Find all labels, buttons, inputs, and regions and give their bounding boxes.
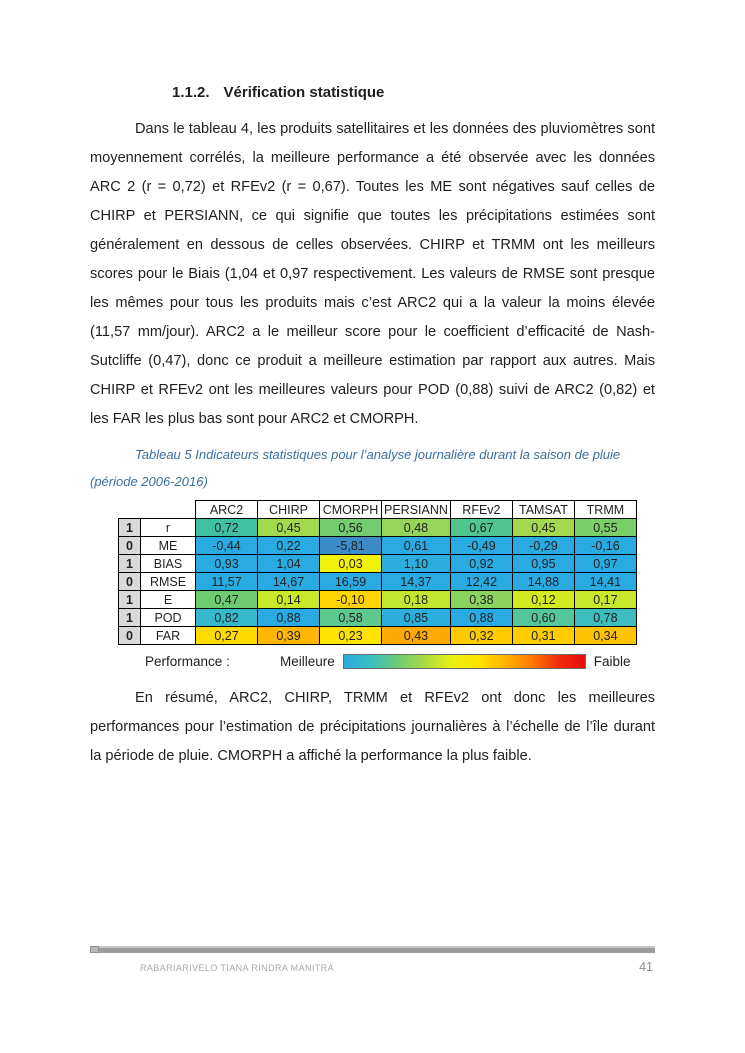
performance-gradient-bar [342, 654, 586, 669]
table-cell: 0,60 [511, 608, 575, 627]
table-row-e: 1 E 0,47 0,14 -0,10 0,18 0,38 0,12 0,17 [118, 590, 637, 609]
direction-flag: 0 [118, 626, 141, 645]
table-cell: 0,14 [257, 590, 320, 609]
column-header-persiann: PERSIANN [381, 500, 451, 519]
page-content: 1.1.2. Vérification statistique Dans le t… [90, 84, 655, 771]
page-footer: RABARIARIVELO TIANA RINDRA MANITRA 41 [90, 960, 655, 974]
table-cell: 0,67 [449, 518, 513, 537]
table-cell: 1,10 [381, 554, 451, 573]
table-cell: 0,17 [573, 590, 637, 609]
table-cell: 11,57 [195, 572, 258, 591]
table-cell: 0,18 [381, 590, 451, 609]
column-header-chirp: CHIRP [257, 500, 320, 519]
table-cell: 16,59 [319, 572, 382, 591]
header-spacer [119, 501, 141, 519]
footer-divider-bar [90, 946, 655, 953]
table-cell: 0,92 [449, 554, 513, 573]
table-cell: 0,97 [573, 554, 637, 573]
table-cell: 0,56 [319, 518, 382, 537]
table-cell: 0,95 [511, 554, 575, 573]
table-cell: 0,58 [319, 608, 382, 627]
direction-flag: 1 [118, 608, 141, 627]
table-cell: 0,12 [511, 590, 575, 609]
paragraph-1: Dans le tableau 4, les produits satellit… [90, 121, 655, 427]
column-header-tamsat: TAMSAT [511, 500, 575, 519]
table-cell: 0,27 [195, 626, 258, 645]
table-header-row: ARC2 CHIRP CMORPH PERSIANN RFEv2 TAMSAT … [119, 500, 637, 519]
table-cell: 14,88 [511, 572, 575, 591]
table-cell: -5,81 [319, 536, 382, 555]
table-cell: 0,45 [511, 518, 575, 537]
section-heading: 1.1.2. Vérification statistique [172, 84, 655, 101]
table-cell: 14,67 [257, 572, 320, 591]
direction-flag: 0 [118, 572, 141, 591]
table-cell: 12,42 [449, 572, 513, 591]
table-cell: 0,82 [195, 608, 258, 627]
table-cell: 0,39 [257, 626, 320, 645]
row-label: E [140, 590, 196, 609]
section-title: Vérification statistique [223, 84, 385, 101]
table-row-r: 1 r 0,72 0,45 0,56 0,48 0,67 0,45 0,55 [118, 518, 637, 537]
table-cell: -0,16 [573, 536, 637, 555]
row-label: r [140, 518, 196, 537]
table-caption: Tableau 5 Indicateurs statistiques pour … [90, 447, 621, 489]
row-label: POD [140, 608, 196, 627]
table-cell: 0,85 [381, 608, 451, 627]
direction-flag: 1 [118, 590, 141, 609]
table-cell: 0,55 [573, 518, 637, 537]
table-cell: 0,22 [257, 536, 320, 555]
direction-flag: 1 [118, 554, 141, 573]
legend-worst-label: Faible [593, 654, 631, 669]
performance-legend: Performance : Meilleure Faible [145, 654, 655, 669]
table-cell: 0,03 [319, 554, 382, 573]
table-cell: 0,78 [573, 608, 637, 627]
table-cell: -0,29 [511, 536, 575, 555]
column-header-rfev2: RFEv2 [449, 500, 513, 519]
table-cell: 0,32 [449, 626, 513, 645]
table-cell: 0,47 [195, 590, 258, 609]
table-row-me: 0 ME -0,44 0,22 -5,81 0,61 -0,49 -0,29 -… [118, 536, 637, 555]
table-row-pod: 1 POD 0,82 0,88 0,58 0,85 0,88 0,60 0,78 [118, 608, 637, 627]
table-row-far: 0 FAR 0,27 0,39 0,23 0,43 0,32 0,31 0,34 [118, 626, 637, 645]
table-cell: 0,31 [511, 626, 575, 645]
table-cell: 0,93 [195, 554, 258, 573]
paragraph-2: En résumé, ARC2, CHIRP, TRMM et RFEv2 on… [90, 690, 655, 764]
table-cell: 14,41 [573, 572, 637, 591]
statistics-table: ARC2 CHIRP CMORPH PERSIANN RFEv2 TAMSAT … [118, 500, 637, 645]
section-number: 1.1.2. [172, 84, 210, 101]
table-cell: 0,43 [381, 626, 451, 645]
table-cell: 0,88 [257, 608, 320, 627]
table-cell: -0,10 [319, 590, 382, 609]
header-spacer [141, 501, 196, 519]
column-header-arc2: ARC2 [195, 500, 258, 519]
table-cell: -0,49 [449, 536, 513, 555]
table-row-bias: 1 BIAS 0,93 1,04 0,03 1,10 0,92 0,95 0,9… [118, 554, 637, 573]
table-cell: -0,44 [195, 536, 258, 555]
row-label: ME [140, 536, 196, 555]
column-header-trmm: TRMM [573, 500, 637, 519]
legend-best-label: Meilleure [280, 654, 335, 669]
table-cell: 0,45 [257, 518, 320, 537]
page-number: 41 [639, 960, 653, 974]
table-cell: 0,23 [319, 626, 382, 645]
table-row-rmse: 0 RMSE 11,57 14,67 16,59 14,37 12,42 14,… [118, 572, 637, 591]
footer-author: RABARIARIVELO TIANA RINDRA MANITRA [140, 963, 334, 973]
table-cell: 1,04 [257, 554, 320, 573]
legend-label: Performance : [145, 654, 230, 669]
table-cell: 0,72 [195, 518, 258, 537]
column-header-cmorph: CMORPH [319, 500, 382, 519]
row-label: RMSE [140, 572, 196, 591]
direction-flag: 0 [118, 536, 141, 555]
table-cell: 0,38 [449, 590, 513, 609]
table-cell: 0,88 [449, 608, 513, 627]
row-label: BIAS [140, 554, 196, 573]
row-label: FAR [140, 626, 196, 645]
direction-flag: 1 [118, 518, 141, 537]
table-cell: 0,61 [381, 536, 451, 555]
table-cell: 0,48 [381, 518, 451, 537]
footer-divider-nub [90, 946, 99, 953]
table-cell: 14,37 [381, 572, 451, 591]
table-cell: 0,34 [573, 626, 637, 645]
